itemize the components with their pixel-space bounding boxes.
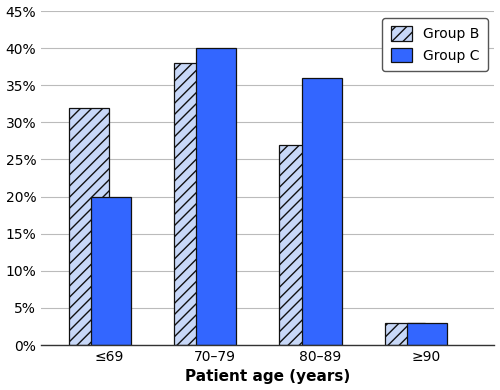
Legend: Group B, Group C: Group B, Group C [382, 18, 488, 71]
Bar [280, 145, 320, 345]
Bar [90, 197, 131, 345]
Bar [407, 323, 447, 345]
Bar [196, 48, 236, 345]
Bar [385, 323, 425, 345]
Bar [302, 78, 342, 345]
Bar [174, 63, 214, 345]
Bar [68, 108, 108, 345]
X-axis label: Patient age (years): Patient age (years) [185, 369, 350, 385]
